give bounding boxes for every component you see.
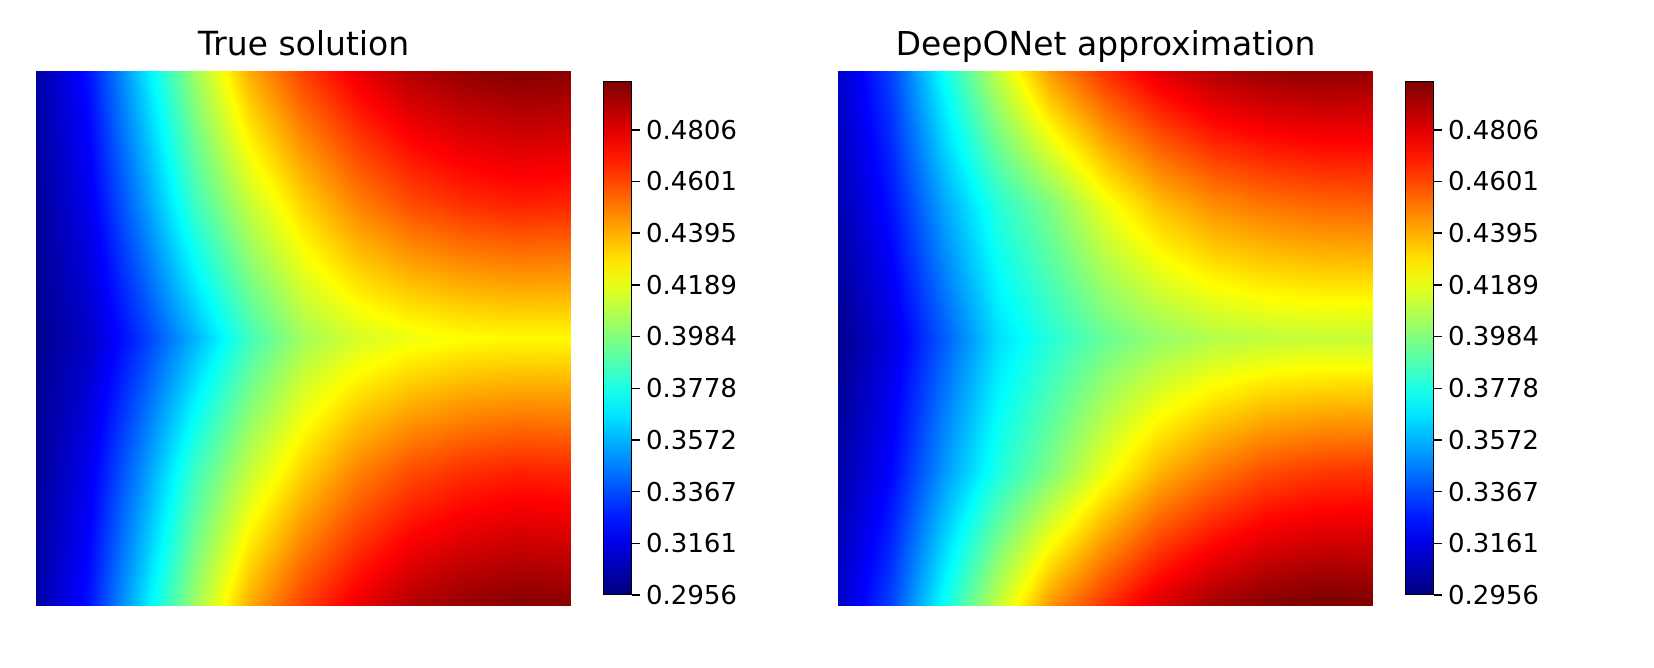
true-solution-colorbar-tick xyxy=(632,439,640,441)
true-solution-colorbar-tick-label: 0.4601 xyxy=(646,167,737,198)
true-solution-heatmap xyxy=(36,71,571,606)
deeponet-approximation-colorbar-tick-label: 0.4395 xyxy=(1448,219,1539,250)
true-solution-colorbar-tick xyxy=(632,335,640,338)
deeponet-approximation-colorbar-tick-label: 0.4806 xyxy=(1448,115,1539,146)
true-solution-colorbar-tick xyxy=(632,232,640,234)
deeponet-approximation-colorbar-tick xyxy=(1434,180,1442,183)
deeponet-approximation-heatmap xyxy=(838,71,1373,606)
true-solution-colorbar-tick-label: 0.3984 xyxy=(646,322,737,353)
deeponet-approximation-colorbar-tick xyxy=(1434,439,1442,441)
deeponet-approximation-colorbar-tick-label: 0.3572 xyxy=(1448,426,1539,457)
deeponet-approximation-colorbar-tick xyxy=(1434,284,1442,286)
true-solution-colorbar-tick-label: 0.2956 xyxy=(646,581,737,611)
deeponet-approximation-colorbar-tick xyxy=(1434,594,1442,596)
deeponet-approximation-colorbar-tick-label: 0.2956 xyxy=(1448,581,1539,611)
deeponet-approximation-colorbar-tick-label: 0.3984 xyxy=(1448,322,1539,353)
deeponet-approximation-colorbar-tick xyxy=(1434,335,1442,338)
true-solution-title: True solution xyxy=(197,24,410,63)
deeponet-approximation-colorbar-tick xyxy=(1434,129,1442,131)
true-solution-colorbar-tick-label: 0.4395 xyxy=(646,219,737,250)
true-solution-colorbar-tick-label: 0.3778 xyxy=(646,374,737,405)
deeponet-approximation-colorbar-tick xyxy=(1434,232,1442,234)
true-solution-colorbar-tick xyxy=(632,387,640,390)
true-solution-colorbar xyxy=(603,81,632,595)
deeponet-approximation-colorbar-tick-label: 0.4189 xyxy=(1448,270,1539,301)
deeponet-approximation-colorbar-tick xyxy=(1434,387,1442,390)
deeponet-approximation-colorbar-tick xyxy=(1434,490,1442,493)
deeponet-approximation-colorbar-tick xyxy=(1434,542,1442,545)
true-solution-colorbar-tick-label: 0.3367 xyxy=(646,477,737,508)
deeponet-approximation-title: DeepONet approximation xyxy=(895,24,1316,63)
true-solution-colorbar-tick xyxy=(632,284,640,286)
true-solution-colorbar-tick xyxy=(632,542,640,545)
true-solution-colorbar-tick-label: 0.3572 xyxy=(646,426,737,457)
deeponet-approximation-colorbar-tick-label: 0.4601 xyxy=(1448,167,1539,198)
true-solution-colorbar-tick xyxy=(632,594,640,596)
true-solution-colorbar-tick xyxy=(632,490,640,493)
deeponet-approximation-colorbar-tick-label: 0.3161 xyxy=(1448,529,1539,560)
true-solution-colorbar-tick-label: 0.4189 xyxy=(646,270,737,301)
true-solution-colorbar-tick xyxy=(632,180,640,183)
true-solution-colorbar-tick xyxy=(632,129,640,131)
deeponet-approximation-colorbar-tick-label: 0.3778 xyxy=(1448,374,1539,405)
true-solution-colorbar-tick-label: 0.3161 xyxy=(646,529,737,560)
true-solution-colorbar-tick-label: 0.4806 xyxy=(646,115,737,146)
deeponet-approximation-colorbar xyxy=(1405,81,1434,595)
deeponet-approximation-colorbar-tick-label: 0.3367 xyxy=(1448,477,1539,508)
